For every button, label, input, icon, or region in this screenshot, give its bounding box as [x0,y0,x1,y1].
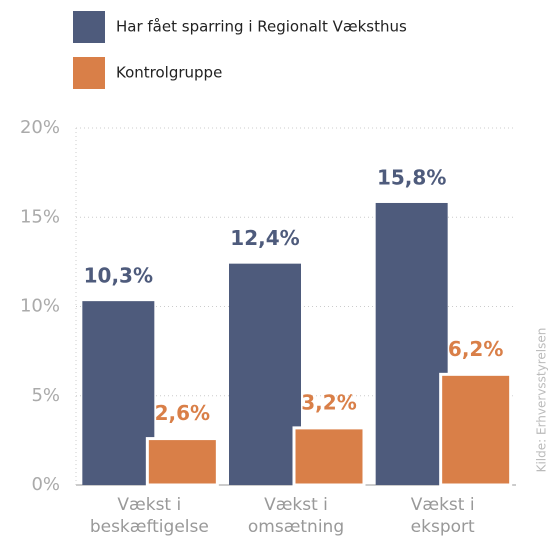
legend-swatch [73,57,105,89]
y-tick-label: 20% [20,117,60,138]
data-label: 2,6% [155,401,210,425]
x-tick-label: eksport [411,517,475,537]
bar [439,372,513,487]
y-tick-label: 5% [31,385,60,406]
data-label: 12,4% [230,226,299,250]
x-tick-label: Vækst i [117,495,181,515]
bar [229,263,301,485]
legend-label: Har fået sparring i Regionalt Væksthus [116,18,407,36]
x-tick-label: Vækst i [411,495,475,515]
y-tick-label: 10% [20,296,60,317]
legend-swatch [73,11,105,43]
x-tick-label: omsætning [248,517,344,537]
bar [145,437,219,487]
data-label: 15,8% [377,165,446,189]
source-note: Kilde: Erhvervsstyrelsen [535,328,549,473]
bar [82,301,155,485]
data-label: 6,2% [448,337,503,361]
x-tick-label: beskæftigelse [90,517,209,537]
data-label: 10,3% [84,264,153,288]
y-tick-label: 15% [20,206,60,227]
bar [375,202,448,485]
data-label: 3,2% [301,390,356,414]
bar [292,426,366,487]
y-tick-label: 0% [31,474,60,495]
legend-label: Kontrolgruppe [116,64,222,82]
x-tick-label: Vækst i [264,495,328,515]
